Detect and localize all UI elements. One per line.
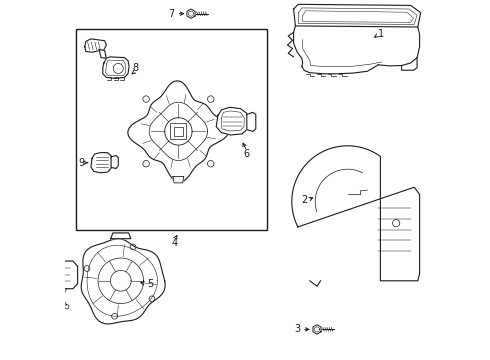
- Polygon shape: [103, 57, 129, 78]
- Polygon shape: [187, 9, 195, 18]
- Polygon shape: [111, 233, 131, 239]
- Polygon shape: [111, 156, 118, 168]
- Polygon shape: [91, 153, 112, 173]
- Text: 2: 2: [301, 195, 308, 205]
- Polygon shape: [85, 39, 106, 52]
- Polygon shape: [81, 239, 165, 324]
- Polygon shape: [294, 4, 421, 27]
- Bar: [174, 127, 183, 136]
- Text: 8: 8: [132, 63, 138, 73]
- Polygon shape: [313, 325, 321, 334]
- Polygon shape: [292, 146, 419, 281]
- Text: 4: 4: [172, 238, 178, 248]
- Bar: [76, 29, 267, 230]
- Text: 1: 1: [378, 29, 384, 39]
- Polygon shape: [247, 112, 256, 131]
- Text: 9: 9: [78, 158, 84, 168]
- Text: 3: 3: [294, 324, 300, 334]
- Text: 6: 6: [244, 149, 250, 159]
- Polygon shape: [216, 107, 248, 135]
- Polygon shape: [58, 261, 77, 289]
- Polygon shape: [173, 176, 184, 183]
- Polygon shape: [128, 81, 229, 182]
- Text: 7: 7: [168, 9, 174, 19]
- Polygon shape: [99, 50, 106, 58]
- Text: 5: 5: [147, 279, 153, 289]
- Bar: [171, 123, 186, 139]
